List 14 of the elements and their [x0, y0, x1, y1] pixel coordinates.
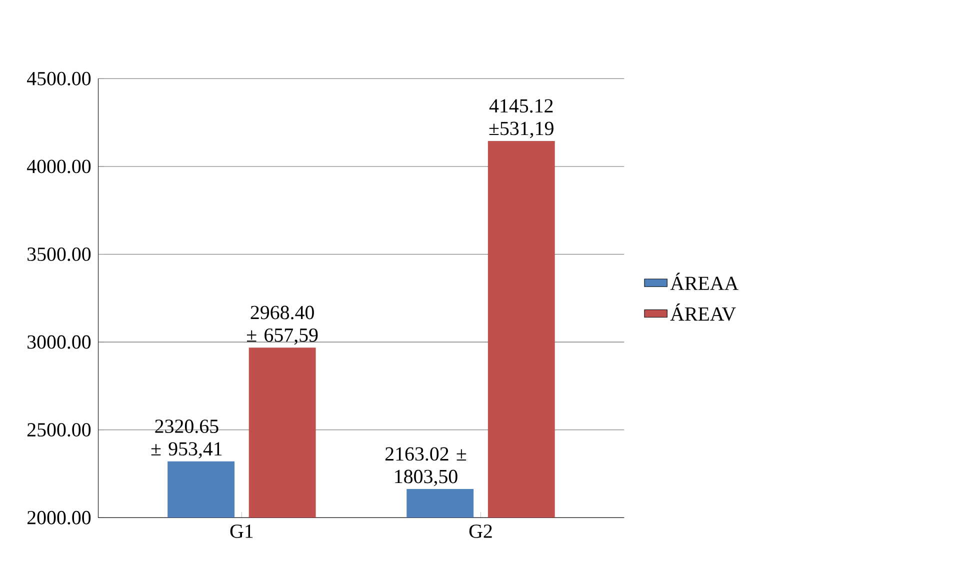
y-tick-label: 2500.00	[27, 423, 91, 437]
y-tick-label: 3500.00	[28, 247, 91, 261]
y-tick-label: 2000.00	[27, 510, 91, 524]
x-tick-label: G1	[230, 524, 253, 538]
data-label: 2320.65 ± 953,41	[151, 419, 222, 458]
y-tick-label: 3000.00	[28, 335, 91, 349]
legend-label: ÁREAV	[670, 303, 736, 321]
y-tick-label: 4500.00	[26, 72, 91, 86]
data-label: 2968.40 ± 657,59	[246, 306, 318, 345]
legend-label: ÁREAA	[670, 272, 739, 290]
x-tick-label: G2	[469, 524, 492, 538]
data-label: 2163.02 ± 1803,50	[385, 447, 466, 486]
y-tick-label: 4000.00	[26, 160, 91, 174]
data-label: 4145.12 ±531,19	[489, 99, 554, 138]
